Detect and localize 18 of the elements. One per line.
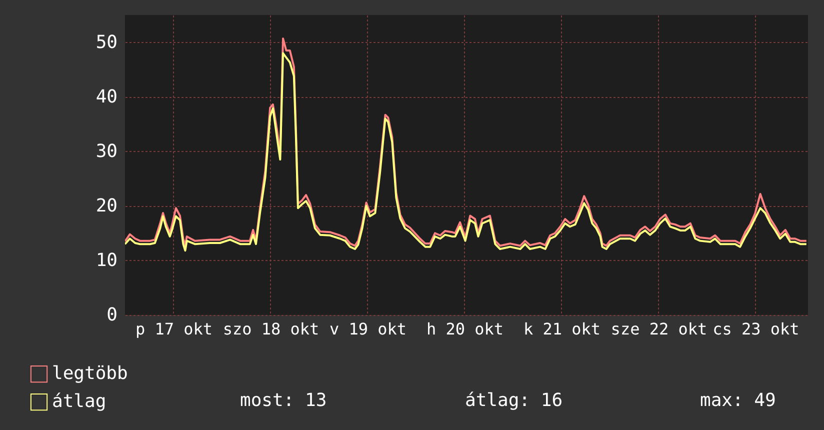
x-tick-label: sze 22 okt [610, 320, 708, 338]
legend-label: átlag [52, 391, 106, 412]
y-tick-label: 30 [96, 140, 118, 162]
x-tick-label: p 17 okt [135, 320, 213, 338]
text: most: 13 [240, 390, 327, 411]
y-tick-label: 20 [96, 195, 118, 216]
y-tick-label: 50 [96, 32, 118, 53]
x-tick-label: szo 18 okt [222, 320, 320, 338]
legend-label: legtöbb [52, 363, 128, 384]
text: átlag: 16 [465, 390, 563, 411]
x-tick-label: h 20 okt [426, 320, 504, 338]
text: max: 49 [700, 390, 776, 411]
y-tick-label: 40 [96, 86, 118, 108]
x-tick-label: v 19 okt [329, 320, 407, 338]
y-tick-label: 0 [106, 304, 118, 326]
y-tick-label: 10 [96, 250, 118, 271]
x-tick-label: k 21 okt [523, 320, 601, 338]
x-tick-label: cs 23 okt [712, 320, 800, 338]
